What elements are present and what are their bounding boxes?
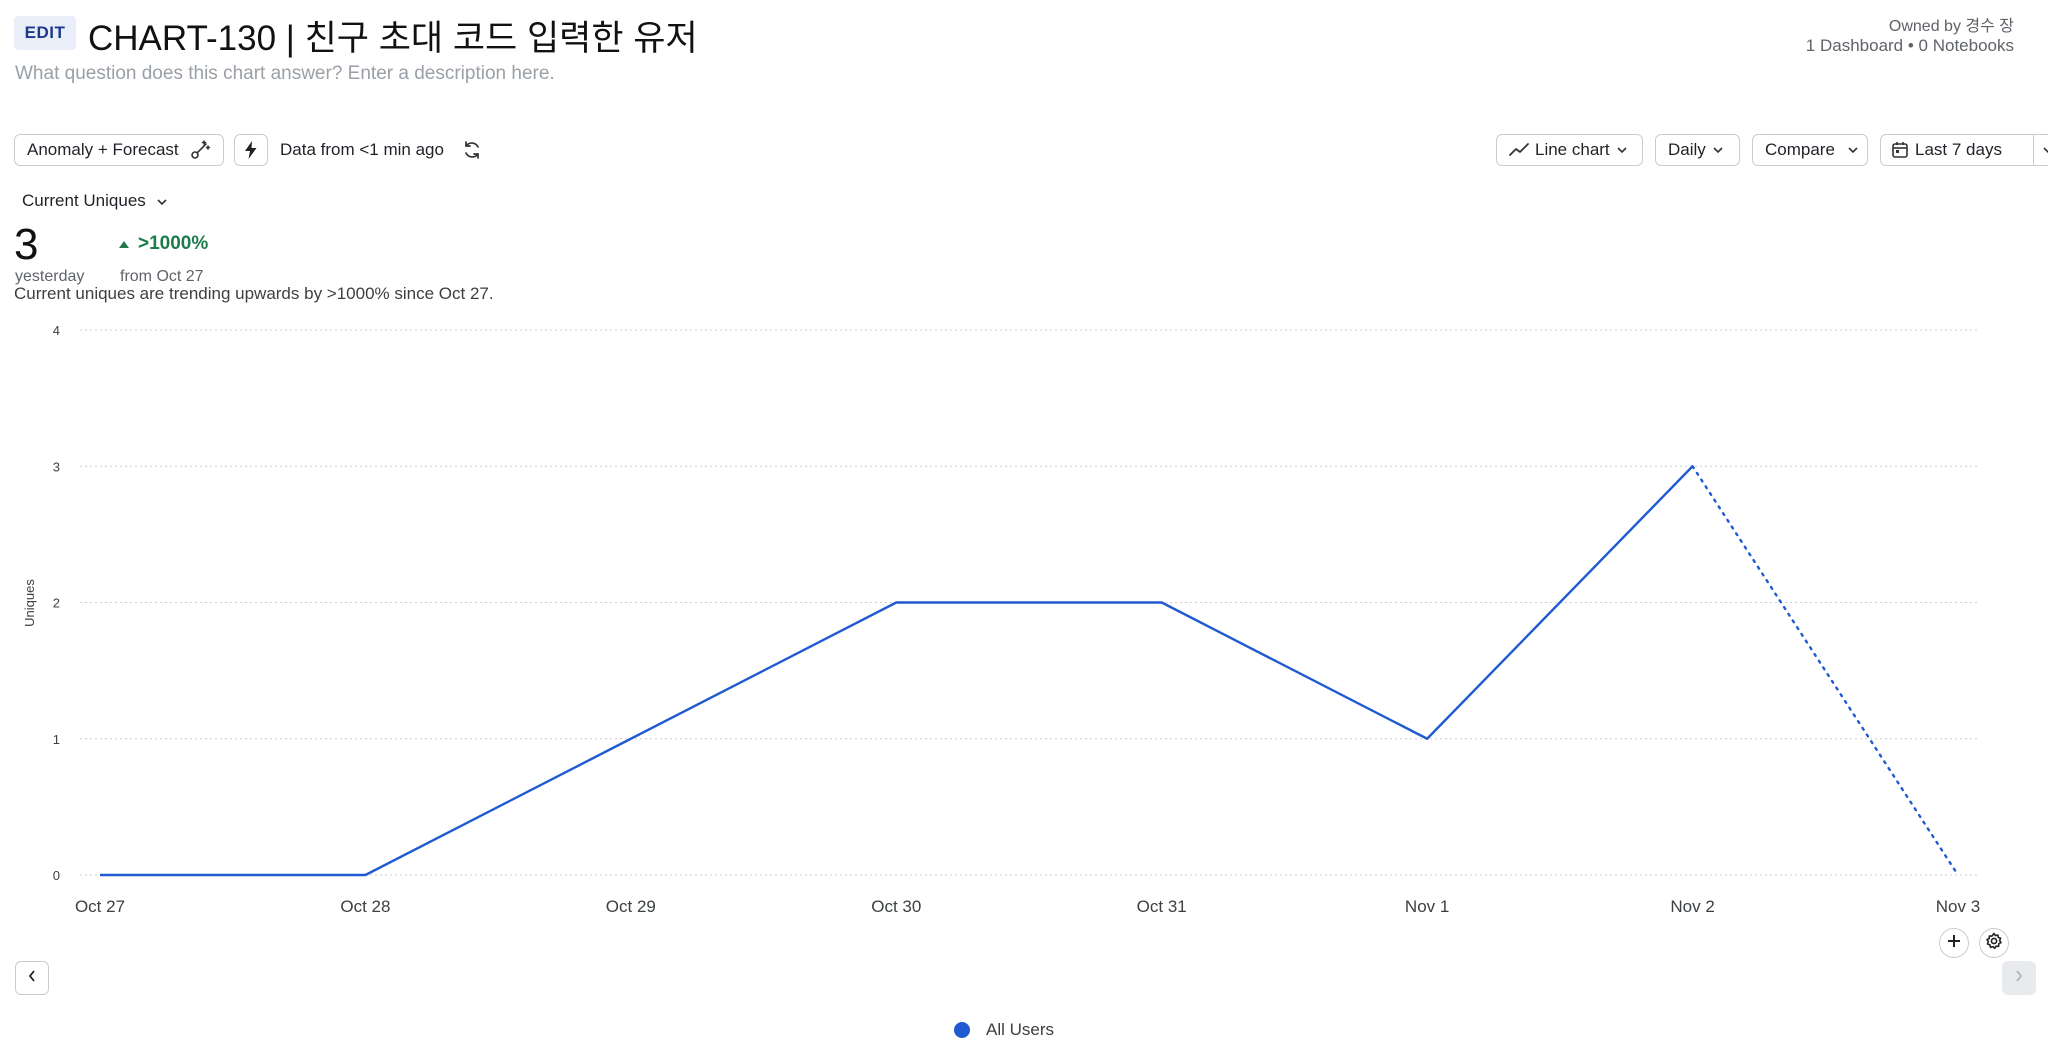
chevron-left-icon xyxy=(27,969,37,988)
data-point[interactable] xyxy=(1421,733,1433,745)
chevron-down-icon xyxy=(1847,146,1859,154)
x-tick-label: Nov 1 xyxy=(1405,897,1449,916)
data-point[interactable] xyxy=(359,869,371,881)
refresh-icon[interactable] xyxy=(460,138,484,162)
metric-value-caption: yesterday xyxy=(15,268,85,285)
owner-label: Owned by 경수 장 xyxy=(1888,18,2014,35)
metric-selector[interactable]: Current Uniques xyxy=(22,191,168,211)
series-line[interactable] xyxy=(100,465,1694,877)
series-layer xyxy=(94,460,1964,881)
triangle-up-icon xyxy=(118,233,130,255)
y-axis-title: Uniques xyxy=(22,579,37,627)
y-tick-label: 3 xyxy=(53,459,60,474)
x-tick-label: Oct 29 xyxy=(606,897,656,916)
interval-dropdown[interactable]: Daily xyxy=(1655,134,1740,166)
magic-wand-icon xyxy=(189,139,211,161)
x-tick-label: Oct 27 xyxy=(75,897,125,916)
legend-label: All Users xyxy=(986,1020,1055,1039)
date-range-label: Last 7 days xyxy=(1915,140,2002,159)
x-tick-layer: Oct 27 Oct 28 Oct 29 Oct 30 Oct 31 Nov 1 Nov 2… xyxy=(75,897,1980,916)
metric-label: Current Uniques xyxy=(22,191,146,210)
interval-label: Daily xyxy=(1668,140,1706,159)
date-range-button[interactable]: Last 7 days xyxy=(1880,134,2034,166)
scroll-right-button[interactable] xyxy=(2002,961,2036,995)
y-tick-label: 2 xyxy=(53,596,60,611)
x-tick-label: Oct 30 xyxy=(871,897,921,916)
y-tick-label: 0 xyxy=(53,868,60,883)
data-point[interactable] xyxy=(890,597,902,609)
chart-type-dropdown[interactable]: Line chart xyxy=(1496,134,1643,166)
lightning-button[interactable] xyxy=(234,134,268,166)
plus-icon xyxy=(1947,934,1961,953)
edit-badge[interactable]: EDIT xyxy=(14,16,76,50)
date-range-dropdown[interactable] xyxy=(2033,134,2048,166)
data-freshness-label: Data from <1 min ago xyxy=(280,140,444,159)
gear-icon xyxy=(1985,932,2003,955)
x-tick-label: Oct 28 xyxy=(340,897,390,916)
chevron-down-icon xyxy=(156,191,168,211)
data-point[interactable] xyxy=(1952,869,1964,881)
compare-label: Compare xyxy=(1765,140,1835,159)
x-tick-label: Oct 31 xyxy=(1137,897,1187,916)
line-chart-icon xyxy=(1509,142,1529,158)
change-badge: >1000% xyxy=(118,233,208,255)
data-point[interactable] xyxy=(625,733,637,745)
y-tick-layer: 0 1 2 3 4 xyxy=(53,323,60,883)
trend-note: Current uniques are trending upwards by … xyxy=(14,284,494,303)
data-point[interactable] xyxy=(1687,460,1699,472)
y-tick-label: 1 xyxy=(53,732,60,747)
data-point[interactable] xyxy=(94,869,106,881)
chevron-down-icon xyxy=(1712,146,1724,154)
change-caption: from Oct 27 xyxy=(120,268,204,285)
metric-value: 3 xyxy=(14,220,39,269)
chart-description[interactable]: What question does this chart answer? En… xyxy=(15,63,555,84)
legend-swatch xyxy=(954,1022,970,1038)
chevron-right-icon xyxy=(2014,969,2024,988)
lightning-bolt-icon xyxy=(243,140,259,160)
scroll-left-button[interactable] xyxy=(15,961,49,995)
y-tick-label: 4 xyxy=(53,323,60,338)
usage-meta[interactable]: 1 Dashboard • 0 Notebooks xyxy=(1805,36,2014,55)
compare-dropdown[interactable]: Compare xyxy=(1752,134,1868,166)
anomaly-forecast-label: Anomaly + Forecast xyxy=(27,140,179,159)
change-value: >1000% xyxy=(138,233,209,254)
chart-legend[interactable]: All Users xyxy=(954,1020,1054,1040)
chevron-down-icon xyxy=(1616,146,1628,154)
series-line-incomplete[interactable] xyxy=(1691,465,1960,877)
data-point[interactable] xyxy=(1156,597,1168,609)
chart-title[interactable]: CHART-130 | 친구 초대 코드 입력한 유저 xyxy=(88,19,698,58)
anomaly-forecast-button[interactable]: Anomaly + Forecast xyxy=(14,134,224,166)
x-tick-label: Nov 3 xyxy=(1936,897,1980,916)
x-tick-label: Nov 2 xyxy=(1670,897,1714,916)
chart-settings-button[interactable] xyxy=(1979,928,2009,958)
chevron-down-icon xyxy=(2042,146,2048,154)
calendar-icon xyxy=(1891,141,1909,159)
chart-type-label: Line chart xyxy=(1535,140,1610,159)
add-annotation-button[interactable] xyxy=(1939,928,1969,958)
